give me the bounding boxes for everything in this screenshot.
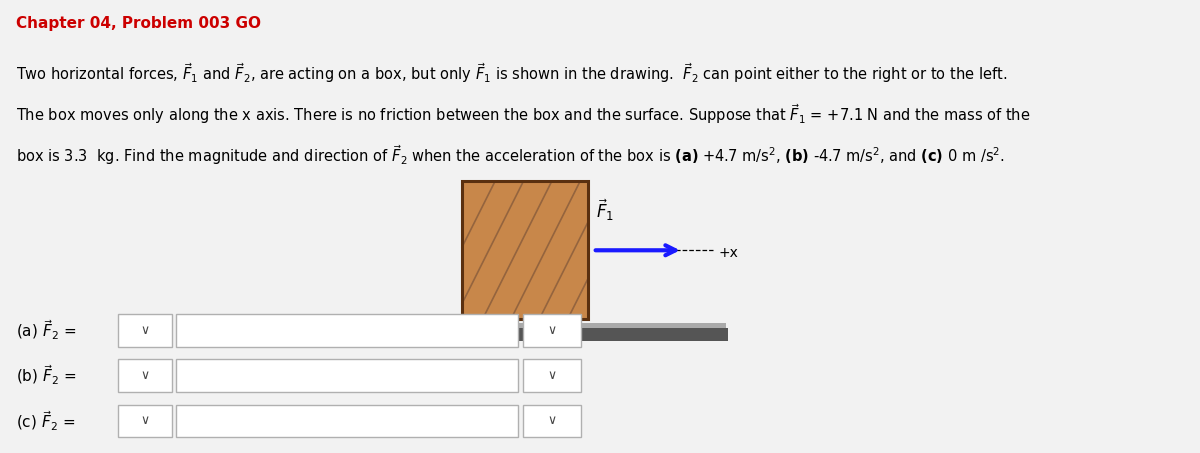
Text: ∨: ∨ xyxy=(547,324,557,337)
Text: ∨: ∨ xyxy=(547,414,557,427)
Text: Two horizontal forces, $\vec{F}_1$ and $\vec{F}_2$, are acting on a box, but onl: Two horizontal forces, $\vec{F}_1$ and $… xyxy=(16,61,1007,85)
Text: ∨: ∨ xyxy=(140,369,149,382)
Text: $\vec{F}_1$: $\vec{F}_1$ xyxy=(596,198,614,223)
Text: box is 3.3  kg. Find the magnitude and direction of $\vec{F}_2$ when the acceler: box is 3.3 kg. Find the magnitude and di… xyxy=(16,143,1004,167)
Bar xyxy=(176,405,518,437)
Text: Chapter 04, Problem 003 GO: Chapter 04, Problem 003 GO xyxy=(16,16,260,31)
Bar xyxy=(523,405,581,437)
Bar xyxy=(176,359,518,392)
Text: (b) $\vec{F}_2$ =: (b) $\vec{F}_2$ = xyxy=(16,364,76,387)
Bar xyxy=(443,323,726,328)
Text: (c) $\vec{F}_2$ =: (c) $\vec{F}_2$ = xyxy=(16,409,74,433)
Bar xyxy=(462,181,588,319)
Bar xyxy=(118,359,172,392)
Text: ∨: ∨ xyxy=(140,414,149,427)
Bar xyxy=(462,181,588,319)
Bar xyxy=(176,314,518,347)
Bar xyxy=(523,314,581,347)
Bar xyxy=(118,314,172,347)
Text: +x: +x xyxy=(719,246,739,260)
Bar xyxy=(118,405,172,437)
Text: ∨: ∨ xyxy=(547,369,557,382)
Bar xyxy=(523,359,581,392)
Bar xyxy=(440,328,728,341)
Text: The box moves only along the x axis. There is no friction between the box and th: The box moves only along the x axis. The… xyxy=(16,102,1030,126)
Text: ∨: ∨ xyxy=(140,324,149,337)
Text: (a) $\vec{F}_2$ =: (a) $\vec{F}_2$ = xyxy=(16,318,76,342)
